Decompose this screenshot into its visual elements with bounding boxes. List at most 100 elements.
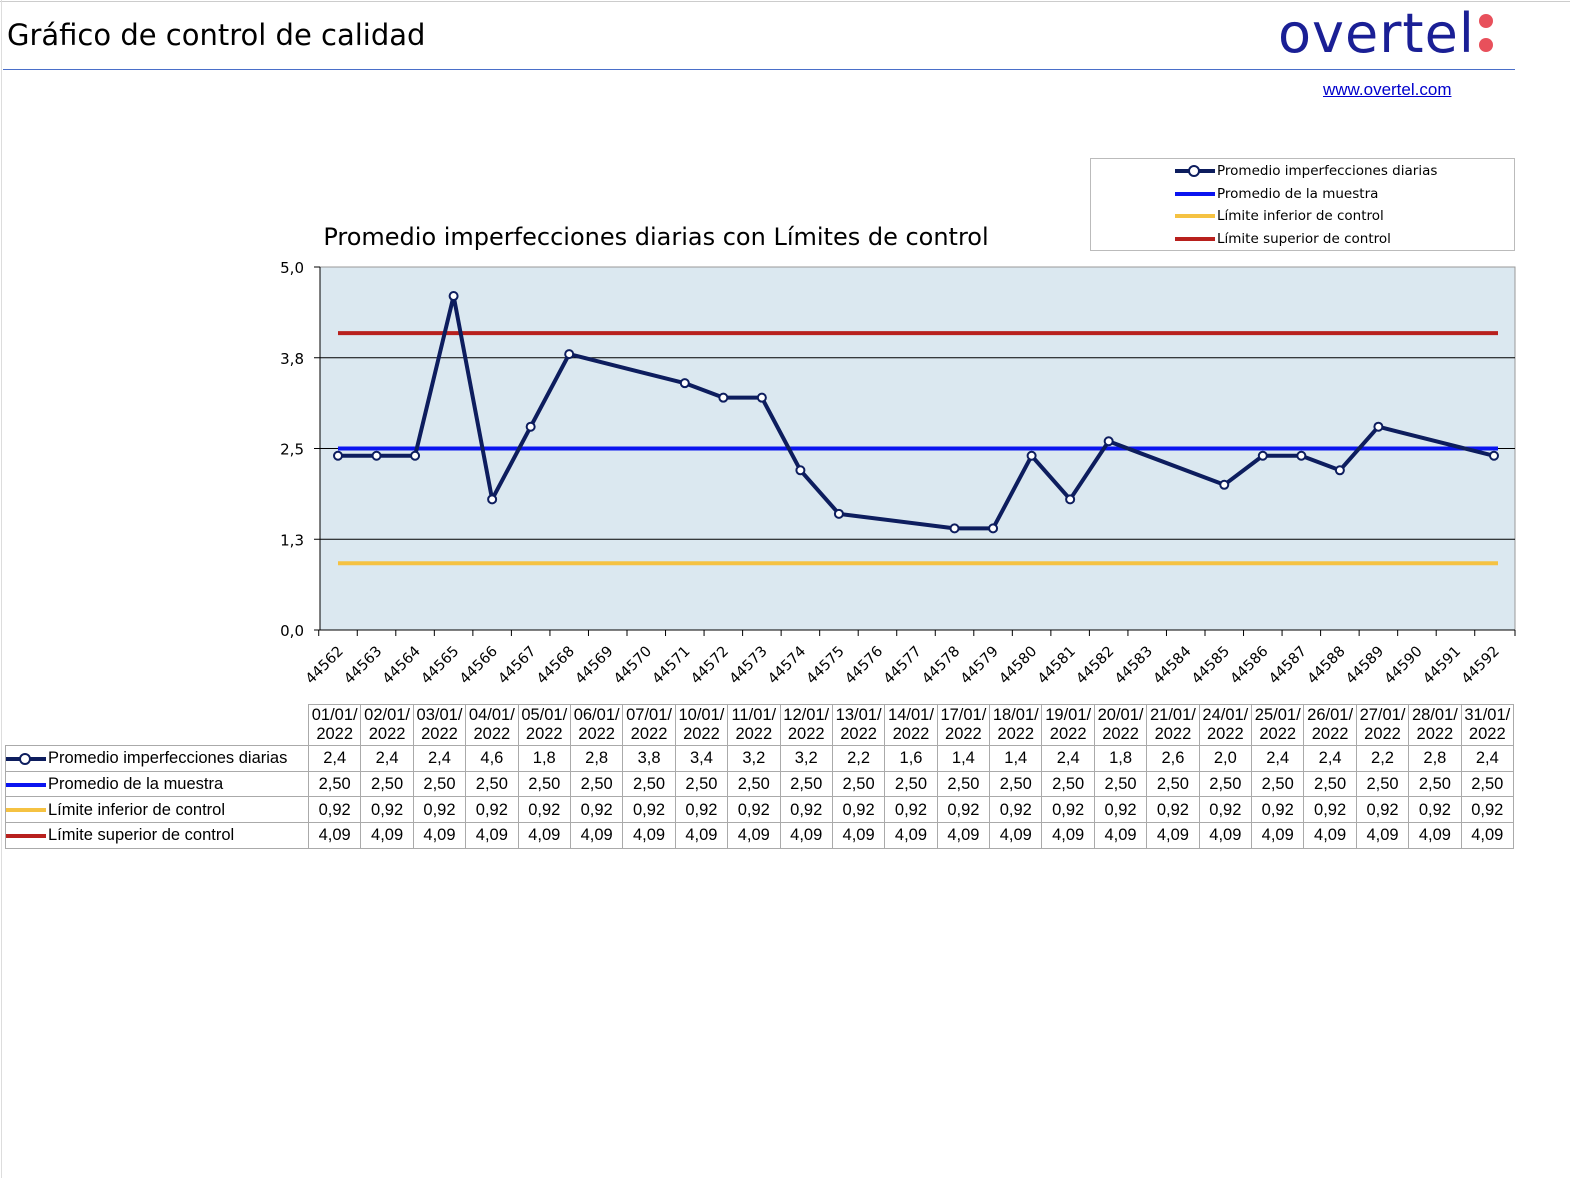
table-cell: 2,50 <box>569 770 624 798</box>
overtel-logo: overtel <box>1278 2 1493 65</box>
control-chart: 0,0 1,3 2,5 3,8 5,0 4456244563445644456544566… <box>280 223 1516 688</box>
data-point <box>448 291 459 302</box>
x-tick-label: 44571 <box>650 644 694 688</box>
date-header: 20/01/2022 <box>1093 704 1148 746</box>
table-cell: 4,09 <box>674 822 729 849</box>
table-cell: 0,92 <box>779 796 833 824</box>
date-header: 02/01/2022 <box>360 704 414 746</box>
table-cell: 0,92 <box>465 796 519 824</box>
table-cell: 2,4 <box>1041 745 1095 772</box>
table-cell: 4,09 <box>1408 822 1462 849</box>
table-cell: 2,50 <box>727 770 781 798</box>
data-point <box>718 392 729 403</box>
data-point <box>679 378 690 389</box>
table-cell: 0,92 <box>1408 796 1462 824</box>
legend-swatch <box>6 752 46 765</box>
website-link[interactable]: www.overtel.com <box>1323 80 1452 99</box>
legend-swatch <box>6 782 46 787</box>
table-cell: 1,6 <box>884 745 938 772</box>
legend-label: Límite inferior de control <box>1217 208 1384 224</box>
table-cell: 0,92 <box>1355 796 1410 824</box>
table-cell: 2,50 <box>1355 770 1410 798</box>
table-cell: 2,50 <box>412 770 467 798</box>
table-cell: 2,50 <box>1093 770 1148 798</box>
date-header: 26/01/2022 <box>1303 704 1357 746</box>
table-cell: 4,09 <box>1093 822 1148 849</box>
legend-item: Límite superior de control <box>1175 229 1391 249</box>
x-tick-label: 44585 <box>1189 644 1233 688</box>
date-header: 05/01/2022 <box>517 704 571 746</box>
legend-swatch <box>6 834 46 839</box>
x-tick-label: 44577 <box>881 644 925 688</box>
date-header: 11/01/2022 <box>727 704 781 746</box>
x-tick-label: 44570 <box>611 644 655 688</box>
table-cell: 0,92 <box>1146 796 1200 824</box>
data-point <box>1373 421 1384 432</box>
date-header: 21/01/2022 <box>1146 704 1200 746</box>
table-cell: 4,09 <box>569 822 624 849</box>
table-cell: 2,50 <box>674 770 729 798</box>
legend-swatch <box>1175 214 1215 218</box>
table-cell: 4,09 <box>307 822 362 849</box>
table-cell: 2,4 <box>1251 745 1305 772</box>
table-cell: 0,92 <box>1093 796 1148 824</box>
table-cell: 2,8 <box>1408 745 1462 772</box>
date-header: 06/01/2022 <box>569 704 624 746</box>
x-tick-label: 44565 <box>418 644 462 688</box>
table-cell: 4,09 <box>936 822 991 849</box>
table-cell: 3,2 <box>727 745 781 772</box>
table-cell: 4,09 <box>831 822 886 849</box>
page-title: Gráfico de control de calidad <box>7 18 426 52</box>
x-tick-label: 44590 <box>1382 644 1426 688</box>
table-cell: 0,92 <box>1251 796 1305 824</box>
table-cell: 0,92 <box>1041 796 1095 824</box>
table-cell: 0,92 <box>884 796 938 824</box>
y-tick-label: 1,3 <box>280 531 304 549</box>
table-cell: 2,4 <box>1460 745 1514 772</box>
data-point <box>525 421 536 432</box>
date-header: 24/01/2022 <box>1198 704 1253 746</box>
table-row: Promedio imperfecciones diarias 2,4 2,4 2,4… <box>5 745 1514 772</box>
x-tick-label: 44581 <box>1035 644 1079 688</box>
date-header: 12/01/2022 <box>779 704 833 746</box>
table-cell: 4,09 <box>465 822 519 849</box>
table-cell: 4,09 <box>989 822 1043 849</box>
table-cell: 2,50 <box>1303 770 1357 798</box>
x-tick-label: 44588 <box>1305 644 1349 688</box>
table-row: Límite superior de control 4,09 4,09 4,09 4,… <box>5 822 1514 849</box>
x-tick-label: 44575 <box>804 644 848 688</box>
data-point <box>1065 494 1076 505</box>
legend-label: Promedio imperfecciones diarias <box>1217 163 1438 179</box>
table-cell: 2,50 <box>884 770 938 798</box>
table-cell: 0,92 <box>622 796 676 824</box>
table-cell: 4,09 <box>517 822 571 849</box>
table-cell: 2,50 <box>465 770 519 798</box>
table-cell: 0,92 <box>517 796 571 824</box>
y-tick-label: 0,0 <box>280 622 304 640</box>
data-point <box>1103 436 1114 447</box>
table-cell: 2,50 <box>1198 770 1253 798</box>
date-header: 31/01/2022 <box>1460 704 1514 746</box>
x-tick-label: 44592 <box>1459 644 1503 688</box>
header-divider <box>3 69 1515 70</box>
table-cell: 2,2 <box>831 745 886 772</box>
table-header-row: 01/01/2022 02/01/2022 03/01/2022 04/01/2022… <box>5 704 1514 746</box>
x-tick-label: 44578 <box>919 644 963 688</box>
table-cell: 4,09 <box>779 822 833 849</box>
x-tick-label: 44582 <box>1074 644 1118 688</box>
y-tick-label: 3,8 <box>280 350 304 368</box>
table-cell: 0,92 <box>1198 796 1253 824</box>
data-point <box>487 494 498 505</box>
table-cell: 2,6 <box>1146 745 1200 772</box>
x-tick-label: 44569 <box>573 644 617 688</box>
x-tick-label: 44567 <box>496 644 540 688</box>
table-cell: 2,50 <box>831 770 886 798</box>
data-point <box>1489 450 1499 461</box>
table-cell: 4,09 <box>1460 822 1514 849</box>
legend-label: Promedio de la muestra <box>1217 185 1379 202</box>
table-cell: 2,0 <box>1198 745 1253 772</box>
table-cell: 2,50 <box>360 770 414 798</box>
x-tick-label: 44587 <box>1266 644 1310 688</box>
date-header: 19/01/2022 <box>1041 704 1095 746</box>
x-tick-label: 44572 <box>688 644 732 688</box>
